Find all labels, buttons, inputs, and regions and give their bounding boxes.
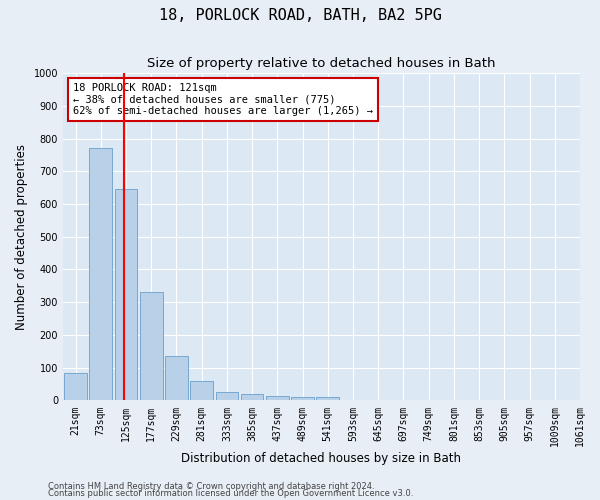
Bar <box>140 292 163 401</box>
Bar <box>89 148 112 400</box>
Y-axis label: Number of detached properties: Number of detached properties <box>15 144 28 330</box>
Text: 18 PORLOCK ROAD: 121sqm
← 38% of detached houses are smaller (775)
62% of semi-d: 18 PORLOCK ROAD: 121sqm ← 38% of detache… <box>73 83 373 116</box>
Bar <box>291 397 314 400</box>
Bar <box>115 190 137 400</box>
Text: Contains public sector information licensed under the Open Government Licence v3: Contains public sector information licen… <box>48 489 413 498</box>
X-axis label: Distribution of detached houses by size in Bath: Distribution of detached houses by size … <box>181 452 461 465</box>
Text: Contains HM Land Registry data © Crown copyright and database right 2024.: Contains HM Land Registry data © Crown c… <box>48 482 374 491</box>
Bar <box>266 396 289 400</box>
Bar <box>316 397 339 400</box>
Text: 18, PORLOCK ROAD, BATH, BA2 5PG: 18, PORLOCK ROAD, BATH, BA2 5PG <box>158 8 442 22</box>
Bar <box>165 356 188 401</box>
Bar <box>241 394 263 400</box>
Bar <box>64 374 87 400</box>
Bar <box>215 392 238 400</box>
Bar <box>190 381 213 400</box>
Title: Size of property relative to detached houses in Bath: Size of property relative to detached ho… <box>147 58 496 70</box>
